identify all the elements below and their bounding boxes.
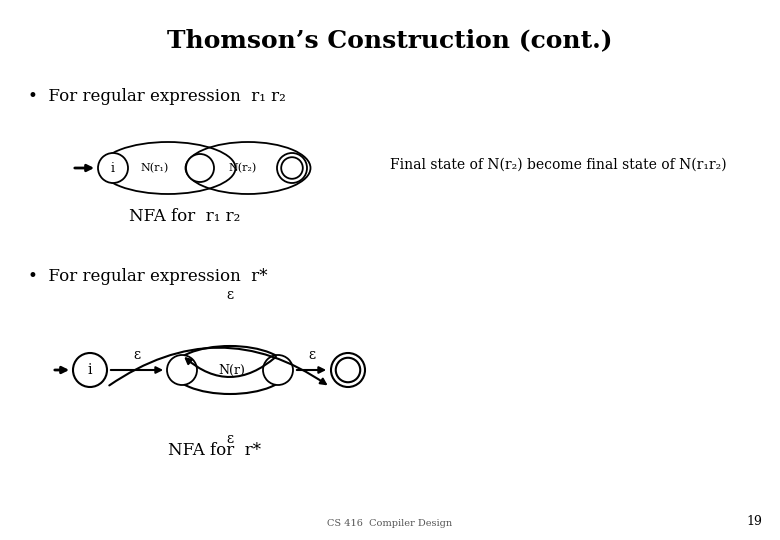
Circle shape: [167, 355, 197, 385]
Circle shape: [186, 154, 214, 182]
Text: f: f: [346, 363, 350, 377]
Text: •  For regular expression  r*: • For regular expression r*: [28, 268, 268, 285]
FancyArrowPatch shape: [186, 357, 276, 377]
Text: Thomson’s Construction (cont.): Thomson’s Construction (cont.): [167, 28, 613, 52]
Text: CS 416  Compiler Design: CS 416 Compiler Design: [328, 519, 452, 528]
Text: i: i: [111, 161, 115, 174]
Text: ε: ε: [226, 288, 233, 302]
Text: f: f: [289, 161, 294, 174]
Text: ε: ε: [133, 348, 140, 362]
Circle shape: [331, 353, 365, 387]
Text: N(r₁): N(r₁): [141, 163, 169, 173]
Text: N(r₂): N(r₂): [229, 163, 257, 173]
Circle shape: [73, 353, 107, 387]
Text: NFA for  r*: NFA for r*: [168, 442, 261, 459]
Text: 19: 19: [746, 515, 762, 528]
Text: NFA for  r₁ r₂: NFA for r₁ r₂: [129, 208, 240, 225]
Text: •  For regular expression  r₁ r₂: • For regular expression r₁ r₂: [28, 88, 285, 105]
Text: N(r): N(r): [218, 363, 246, 376]
Text: ε: ε: [308, 348, 316, 362]
FancyArrowPatch shape: [109, 348, 326, 386]
Circle shape: [263, 355, 293, 385]
Circle shape: [282, 157, 303, 179]
Circle shape: [98, 153, 128, 183]
Text: Final state of N(r₂) become final state of N(r₁r₂): Final state of N(r₂) become final state …: [390, 158, 727, 172]
Circle shape: [335, 358, 360, 382]
Circle shape: [277, 153, 307, 183]
Text: i: i: [87, 363, 92, 377]
Text: ε: ε: [226, 432, 233, 446]
